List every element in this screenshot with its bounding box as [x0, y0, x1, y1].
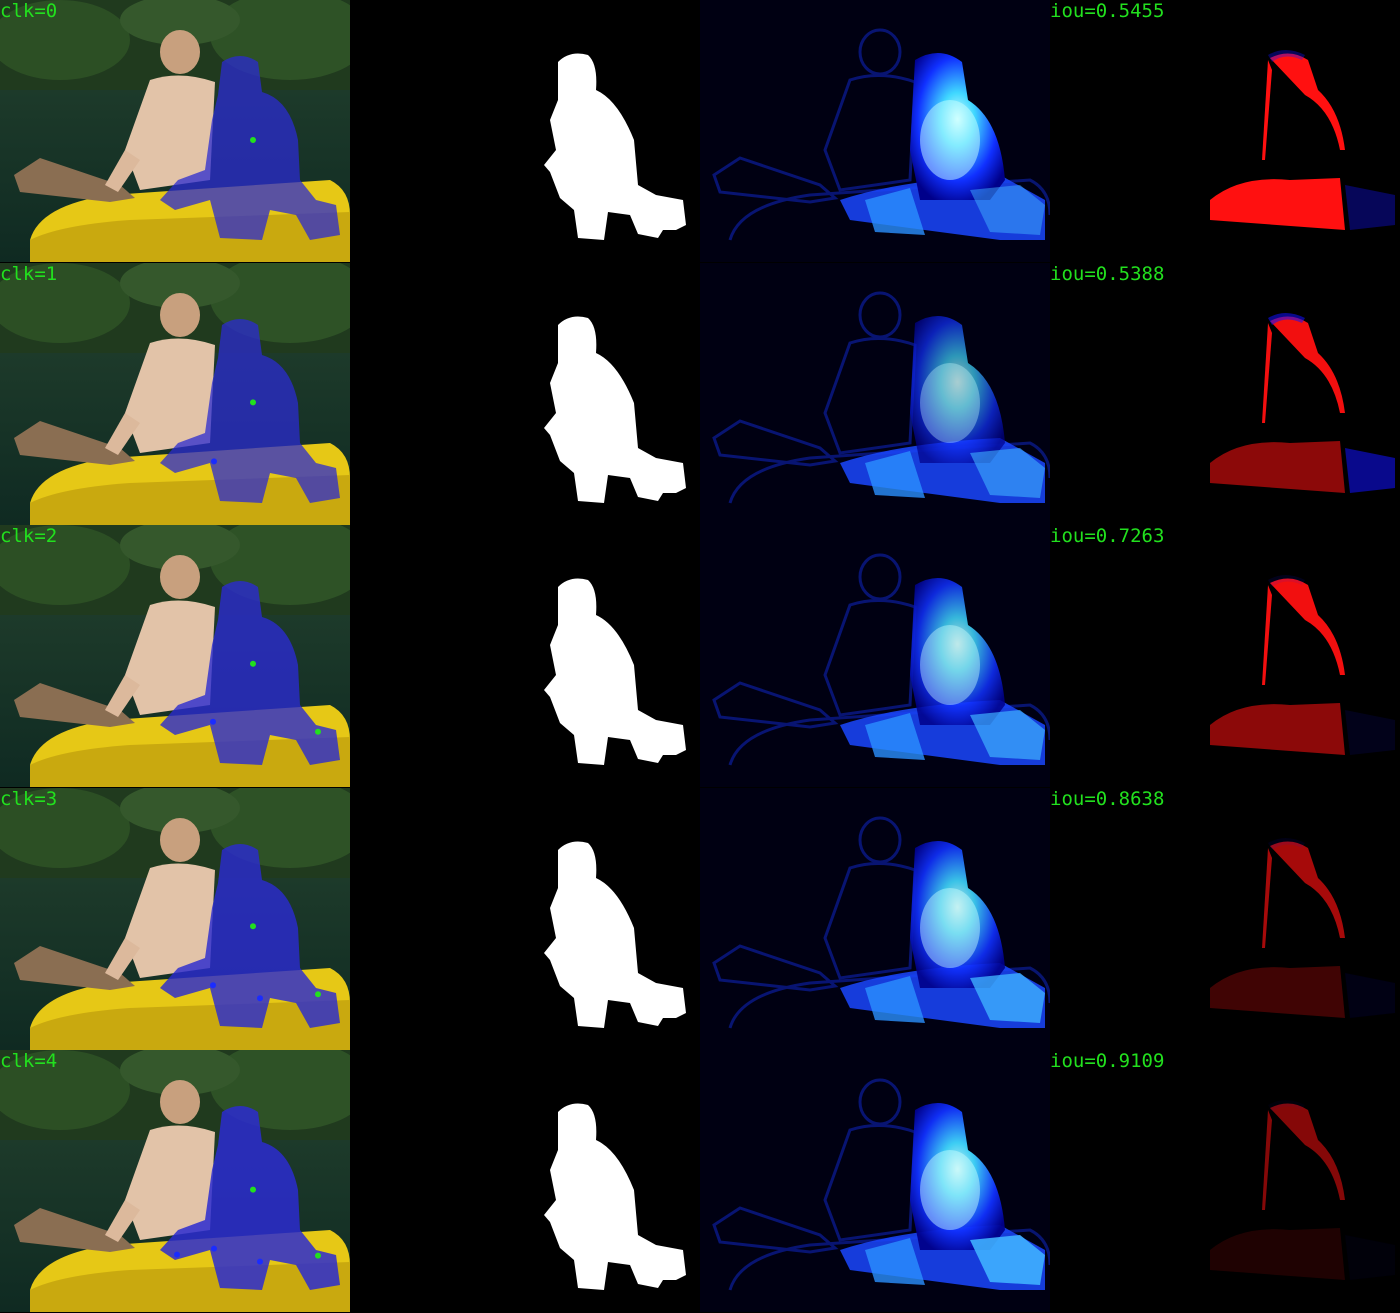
iou-score-label: iou=0.7263	[1050, 525, 1165, 548]
ground-truth-mask-panel	[350, 262, 700, 525]
positive-click-dot	[250, 137, 256, 143]
negative-click-dot	[210, 718, 216, 725]
input-image-panel[interactable]: clk=1	[0, 262, 350, 525]
click-count-label: clk=1	[0, 262, 58, 285]
click-count-label: clk=2	[0, 525, 58, 548]
result-row: clk=2 iou=0.7263	[0, 525, 1400, 788]
iou-score-label: iou=0.5388	[1050, 262, 1165, 285]
iou-score-label: iou=0.5455	[1050, 0, 1165, 22]
iou-score-label: iou=0.8638	[1050, 787, 1165, 810]
ground-truth-mask-panel	[350, 0, 700, 262]
click-count-label: clk=0	[0, 0, 58, 22]
result-row: clk=1 iou=0.5388	[0, 262, 1400, 525]
error-map-panel: iou=0.5388	[1050, 262, 1400, 525]
input-image-panel[interactable]: clk=0	[0, 0, 350, 262]
click-count-label: clk=3	[0, 787, 58, 810]
negative-click-dot	[257, 994, 263, 1001]
ground-truth-mask-panel	[350, 787, 700, 1050]
click-count-label: clk=4	[0, 1050, 58, 1073]
positive-click-dot	[315, 990, 321, 997]
positive-click-dot	[250, 1186, 256, 1193]
positive-click-dot	[250, 922, 256, 929]
ground-truth-mask-panel	[350, 1050, 700, 1313]
input-image-panel[interactable]: clk=2	[0, 525, 350, 788]
probability-heatmap-panel	[700, 0, 1050, 262]
result-row: clk=0 iou=0.5455	[0, 0, 1400, 262]
input-image-panel[interactable]: clk=4	[0, 1050, 350, 1313]
result-row: clk=4 iou=0.9109	[0, 1050, 1400, 1313]
probability-heatmap-panel	[700, 787, 1050, 1050]
error-map-panel: iou=0.8638	[1050, 787, 1400, 1050]
negative-click-dot	[211, 1245, 217, 1252]
input-image-panel[interactable]: clk=3	[0, 787, 350, 1050]
result-row: clk=3 iou=0.8638	[0, 787, 1400, 1050]
error-map-panel: iou=0.9109	[1050, 1050, 1400, 1313]
negative-click-dot	[174, 1251, 180, 1258]
negative-click-dot	[211, 457, 217, 464]
positive-click-dot	[250, 398, 256, 405]
positive-click-dot	[315, 1252, 321, 1259]
positive-click-dot	[250, 660, 256, 667]
iou-score-label: iou=0.9109	[1050, 1050, 1165, 1073]
positive-click-dot	[315, 728, 321, 735]
error-map-panel: iou=0.5455	[1050, 0, 1400, 262]
ground-truth-mask-panel	[350, 525, 700, 788]
probability-heatmap-panel	[700, 262, 1050, 525]
probability-heatmap-panel	[700, 525, 1050, 788]
probability-heatmap-panel	[700, 1050, 1050, 1313]
negative-click-dot	[257, 1258, 263, 1265]
error-map-panel: iou=0.7263	[1050, 525, 1400, 788]
negative-click-dot	[210, 981, 216, 988]
